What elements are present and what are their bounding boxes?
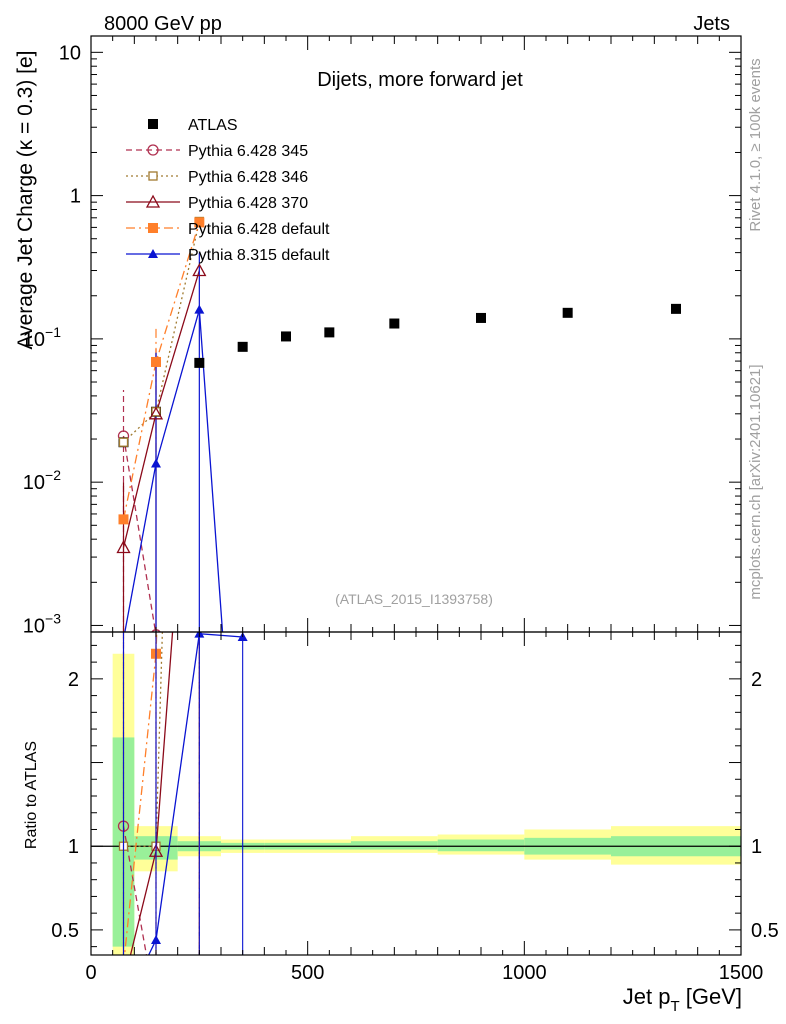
legend-label: Pythia 6.428 346 (188, 169, 308, 186)
series-line-4 (122, 222, 200, 520)
data-point (148, 406, 164, 420)
data-point (151, 458, 161, 468)
data-point (194, 217, 205, 228)
ratio-y-tick-label-right: 0.5 (751, 920, 779, 942)
legend-label: Pythia 8.315 default (188, 247, 330, 264)
data-point (194, 357, 205, 368)
ratio-line-1 (123, 632, 164, 847)
main-lines (122, 221, 224, 632)
legend-marker (148, 119, 158, 129)
ratio-y-tick-label-left: 1 (68, 836, 79, 858)
legend-marker (148, 171, 158, 181)
legend-marker (148, 249, 158, 258)
chart-title: Dijets, more forward jet (317, 69, 523, 91)
x-tick-label: 1500 (719, 962, 764, 984)
ratio-frame (90, 631, 742, 956)
x-axis-label: Jet pT [GeV] (623, 984, 742, 1015)
ratio-y-tick-label-right: 1 (751, 836, 762, 858)
ratio-line-0 (122, 826, 148, 955)
x-tick-label: 500 (291, 962, 324, 984)
data-point (116, 540, 131, 554)
axes: 10−3 10−2 10−1 1 10 0.5 0.5 1 1 2 2 0 500 1000 1500 (23, 35, 779, 984)
legend-marker (147, 144, 159, 156)
ratio-uncertainty-bands (112, 653, 741, 955)
header-left: 8000 GeV pp (104, 13, 222, 35)
x-tick-label: 0 (85, 962, 96, 984)
ratio-y-tick-label-left: 2 (68, 669, 79, 691)
ratio-y-axis-label: Ratio to ATLAS (23, 741, 40, 849)
legend-label: Pythia 6.428 370 (188, 195, 308, 212)
series-line-1 (122, 435, 157, 632)
data-point (151, 356, 161, 367)
ratio-line-2 (129, 632, 174, 955)
data-point (476, 312, 486, 323)
data-point (562, 307, 573, 318)
main-y-axis-label: Average Jet Charge (κ = 0.3) [e] (14, 50, 37, 349)
rivet-label: Rivet 4.1.0, ≥ 100k events (747, 58, 764, 231)
x-tick-label: 1000 (502, 962, 547, 984)
header-right: Jets (693, 13, 730, 35)
data-point (389, 318, 400, 329)
data-point (194, 304, 205, 314)
y-tick-label: 10−2 (23, 467, 61, 494)
legend-label: ATLAS (188, 117, 238, 134)
ratio-line-4 (147, 632, 243, 955)
data-point (671, 303, 681, 314)
ratio-point (151, 934, 161, 944)
data-point (237, 341, 248, 352)
legend-label: Pythia 6.428 345 (188, 143, 308, 160)
legend-marker (145, 194, 161, 208)
y-tick-label: 1 (70, 186, 81, 208)
legend-label: Pythia 6.428 default (188, 221, 330, 238)
data-point (118, 437, 129, 447)
y-tick-label: 10 (59, 42, 81, 64)
ratio-y-tick-label-left: 0.5 (51, 920, 79, 942)
mcplots-label: mcplots.cern.ch [arXiv:2401.10621] (747, 364, 764, 599)
series-line-5 (124, 309, 224, 632)
main-markers (116, 216, 681, 632)
y-tick-label: 10−3 (23, 610, 61, 637)
main-panel-series (116, 216, 681, 632)
data-point (324, 327, 335, 338)
data-point (281, 331, 291, 342)
ratio-panel-series (117, 632, 248, 955)
data-point (192, 263, 207, 277)
y-tick-label: 10−1 (23, 324, 61, 351)
legend: ATLAS Pythia 6.428 345 Pythia 6.428 346 Pyt… (126, 117, 330, 264)
data-point (118, 514, 129, 525)
stat-uncertainty-band (351, 841, 438, 850)
ratio-y-tick-label-right: 2 (751, 669, 762, 691)
legend-marker (148, 223, 158, 233)
watermark: (ATLAS_2015_I1393758) (335, 591, 493, 607)
stat-uncertainty-band (437, 839, 525, 852)
